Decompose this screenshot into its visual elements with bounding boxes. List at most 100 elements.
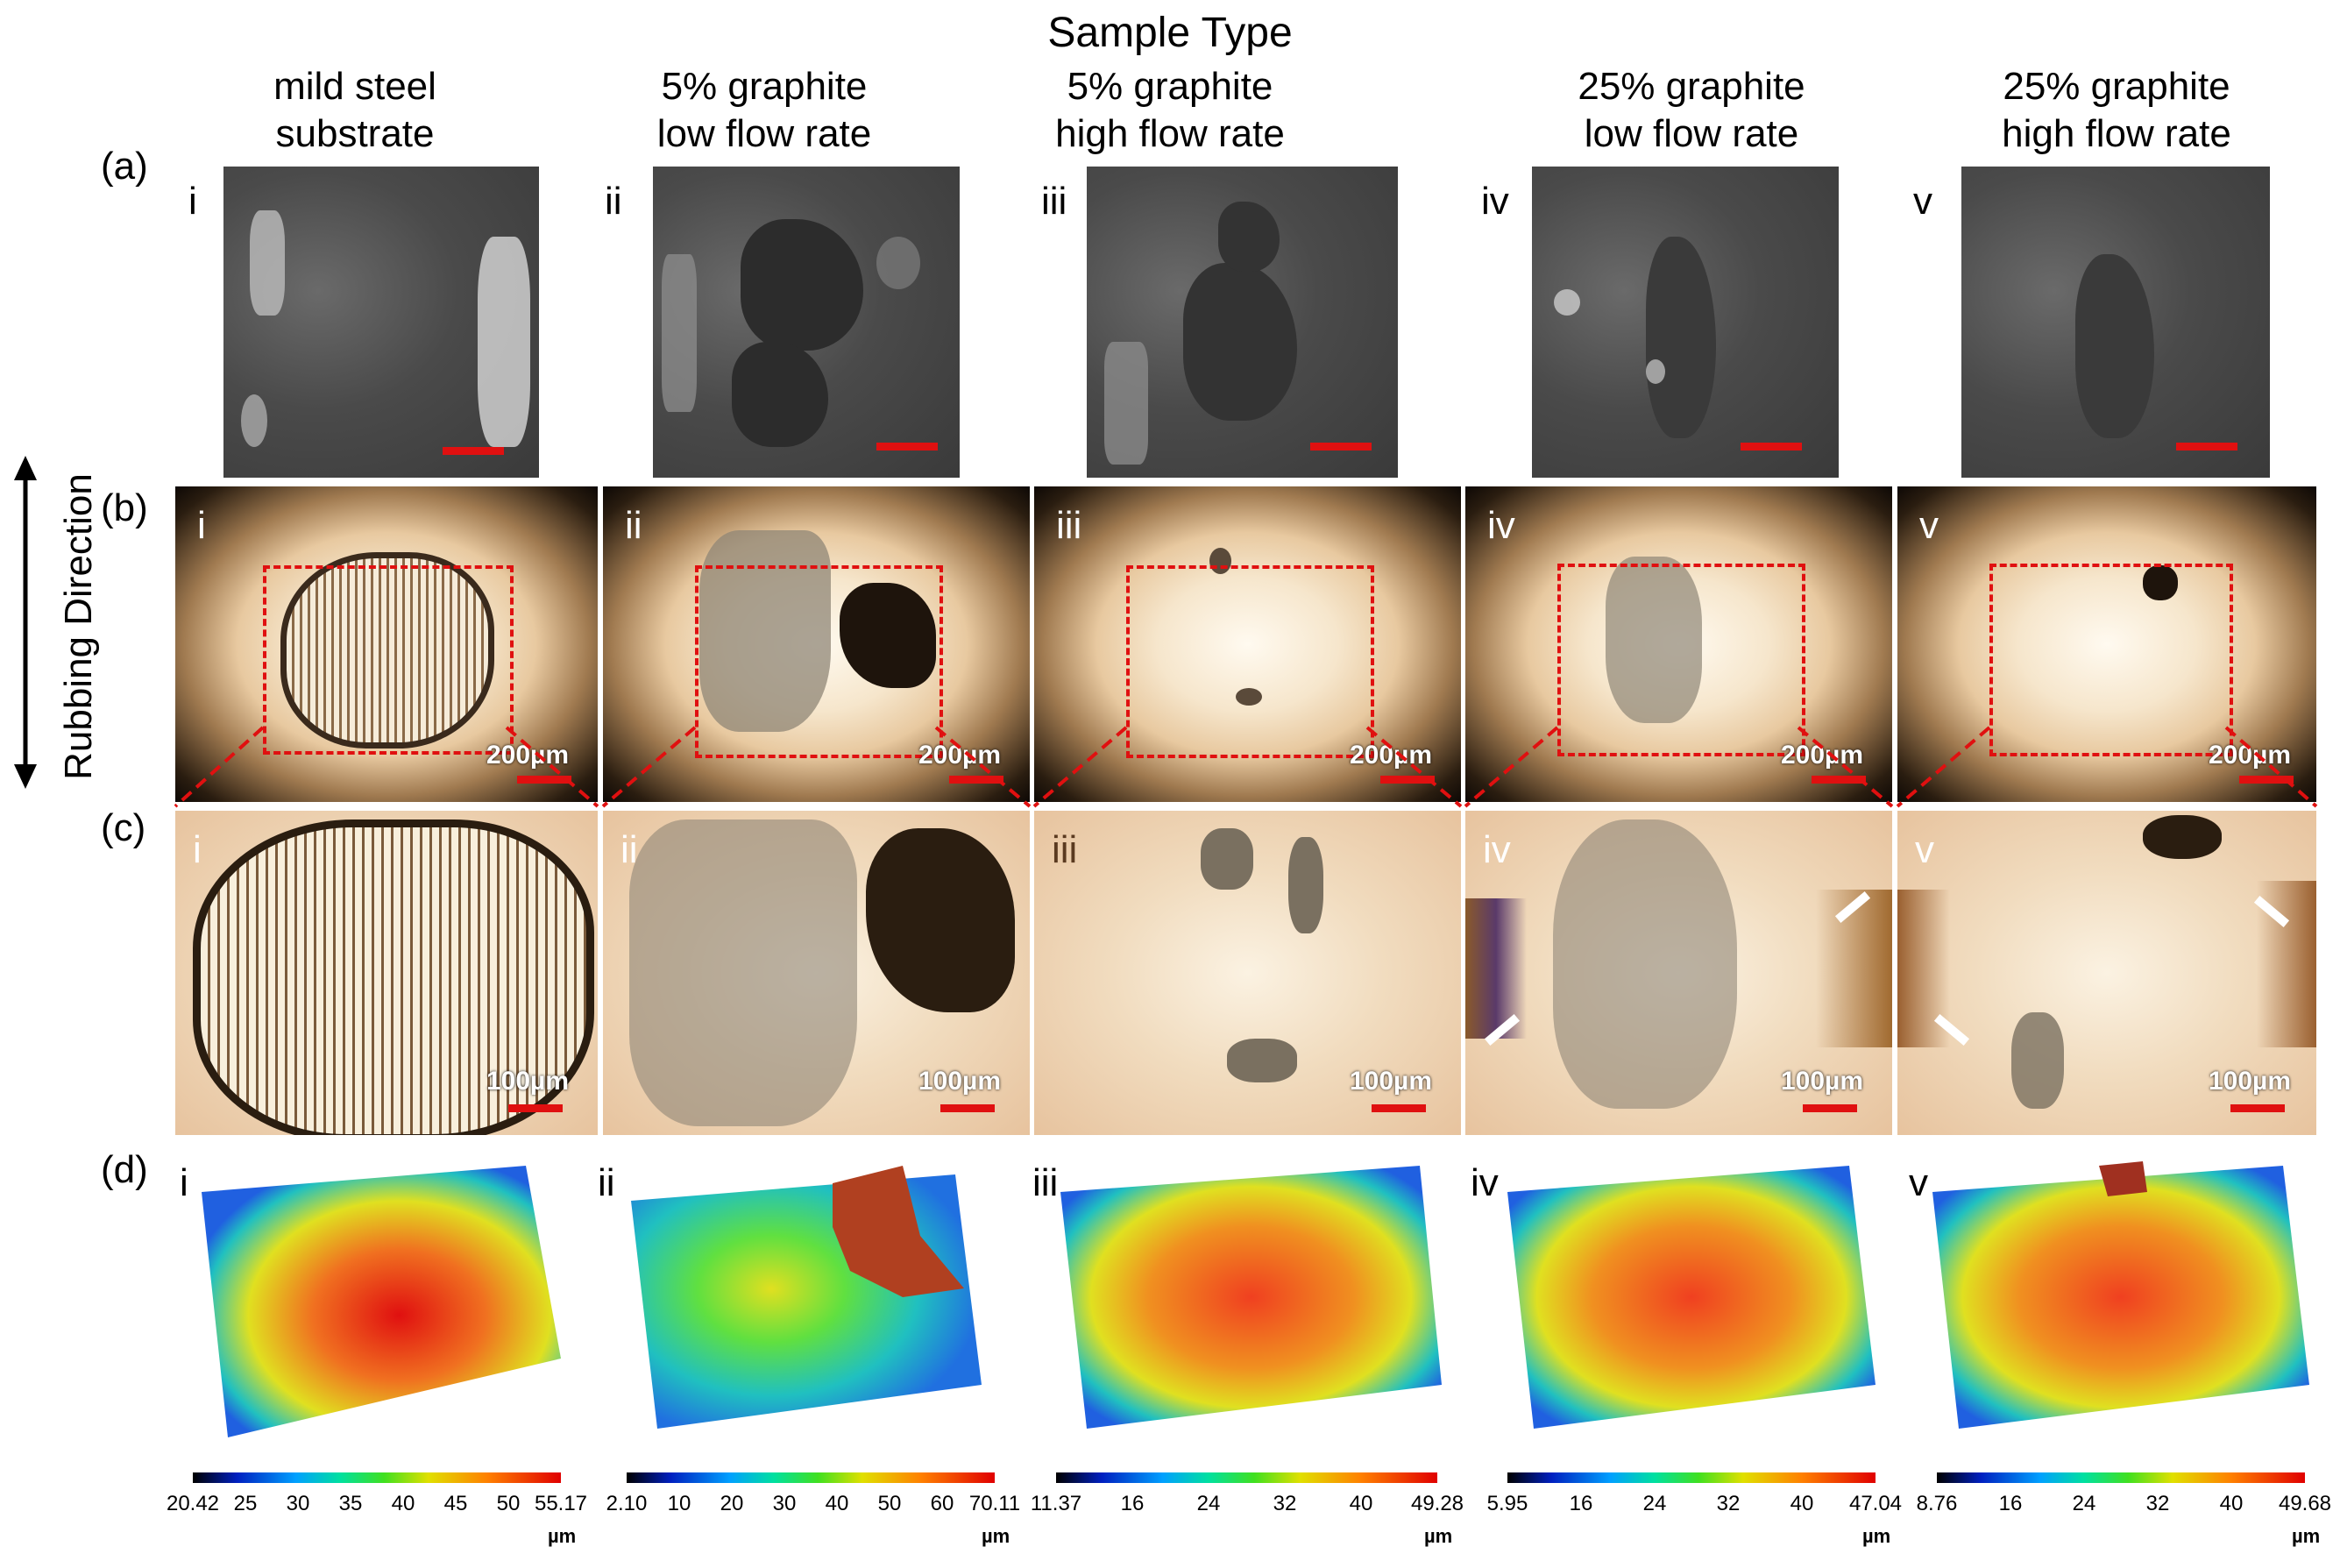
colorbar-tick-label: 35 <box>338 1492 363 1515</box>
colorbar-2 <box>627 1472 995 1483</box>
row-label-a: (a) <box>101 145 148 188</box>
sem-image-5 <box>1961 167 2270 478</box>
colorbar-tick-label: 30 <box>772 1492 797 1515</box>
roman-a-3: iii <box>1041 180 1067 223</box>
scale-bar <box>2239 776 2294 784</box>
colorbar-unit: µm <box>982 1525 1010 1547</box>
scale-bar <box>443 447 504 455</box>
zoom-region <box>1989 564 2233 756</box>
colorbar-tick-label: 24 <box>1642 1492 1667 1515</box>
roman-b-5: v <box>1919 504 1939 547</box>
row-label-c: (c) <box>101 806 146 849</box>
sem-image-4 <box>1532 167 1839 478</box>
row-label-b: (b) <box>101 486 148 529</box>
zoom-region <box>1126 565 1374 758</box>
colorbar-tick-label: 20.42 <box>166 1492 220 1515</box>
colorbar-tick-label: 8.76 <box>1916 1492 1958 1515</box>
colorbar-tick-label: 24 <box>2072 1492 2096 1515</box>
optical-image-1: i 200µm <box>175 486 598 802</box>
roman-d-1: i <box>180 1161 188 1204</box>
colorbar-tick-label: 70.11 <box>968 1492 1021 1515</box>
roman-a-2: ii <box>605 180 622 223</box>
scale-bar <box>1812 776 1866 784</box>
column-heading-3: 5% graphite high flow rate <box>1055 65 1285 155</box>
colorbar-tick-label: 32 <box>1273 1492 1297 1515</box>
scale-label: 100µm <box>918 1067 1002 1096</box>
zoom-region <box>695 565 943 758</box>
height-map-5 <box>1932 1161 2309 1429</box>
colorbar-tick-label: 49.28 <box>1410 1492 1464 1515</box>
rubbing-direction-arrow <box>14 456 37 789</box>
scale-bar <box>508 1104 563 1112</box>
sem-image-3 <box>1087 167 1398 478</box>
roman-c-3: iii <box>1052 828 1078 871</box>
zoom-image-2: ii 100µm <box>603 811 1030 1135</box>
scale-bar <box>517 776 571 784</box>
colorbar-4 <box>1507 1472 1876 1483</box>
scale-bar <box>2230 1104 2285 1112</box>
scale-bar <box>1310 443 1372 451</box>
scale-bar <box>876 443 938 451</box>
roman-b-1: i <box>197 504 206 547</box>
figure-title: Sample Type <box>1047 10 1293 56</box>
colorbar-tick-label: 30 <box>286 1492 310 1515</box>
colorbar-tick-label: 50 <box>877 1492 902 1515</box>
colorbar-unit: µm <box>1424 1525 1453 1547</box>
scale-bar <box>1741 443 1802 451</box>
zoom-image-3: iii 100µm <box>1034 811 1461 1135</box>
zoom-region <box>1557 564 1805 756</box>
roman-c-2: ii <box>620 828 638 871</box>
colorbar-tick-label: 55.17 <box>534 1492 588 1515</box>
sem-image-2 <box>653 167 960 478</box>
scale-bar <box>1803 1104 1857 1112</box>
colorbar-unit: µm <box>548 1525 577 1547</box>
zoom-region <box>263 565 514 755</box>
scale-bar <box>1380 776 1435 784</box>
column-heading-5: 25% graphite high flow rate <box>2002 65 2231 155</box>
roman-d-4: iv <box>1471 1161 1499 1204</box>
column-heading-1: mild steel substrate <box>273 65 436 155</box>
scale-label: 100µm <box>2209 1067 2292 1096</box>
scale-bar <box>2176 443 2237 451</box>
colorbar-tick-label: 25 <box>233 1492 258 1515</box>
optical-image-3: iii 200µm <box>1034 486 1461 802</box>
zoom-image-5: v 100µm <box>1897 811 2316 1135</box>
zoom-image-1: i 100µm <box>175 811 598 1135</box>
height-map-2 <box>631 1166 982 1429</box>
colorbar-tick-label: 40 <box>825 1492 849 1515</box>
colorbar-3 <box>1056 1472 1437 1483</box>
height-map-4 <box>1507 1166 1876 1429</box>
roman-a-5: v <box>1913 180 1932 223</box>
roman-c-5: v <box>1915 828 1934 871</box>
roman-d-5: v <box>1909 1161 1928 1204</box>
scale-bar <box>949 776 1003 784</box>
sem-image-1 <box>223 167 539 478</box>
optical-image-5: v 200µm <box>1897 486 2316 802</box>
roman-b-4: iv <box>1487 504 1515 547</box>
roman-d-2: ii <box>598 1161 615 1204</box>
colorbar-tick-label: 5.95 <box>1486 1492 1528 1515</box>
colorbar-tick-label: 24 <box>1196 1492 1221 1515</box>
colorbar-tick-label: 11.37 <box>1030 1492 1082 1515</box>
roman-d-3: iii <box>1032 1161 1059 1204</box>
scale-bar <box>940 1104 995 1112</box>
roman-a-4: iv <box>1481 180 1509 223</box>
height-map-1 <box>202 1166 561 1437</box>
colorbar-tick-label: 2.10 <box>606 1492 648 1515</box>
scale-label: 200µm <box>2209 741 2292 770</box>
roman-c-4: iv <box>1483 828 1511 871</box>
column-heading-4: 25% graphite low flow rate <box>1578 65 1805 155</box>
colorbar-1 <box>193 1472 561 1483</box>
zoom-image-4: iv 100µm <box>1465 811 1892 1135</box>
scale-bar <box>1372 1104 1426 1112</box>
column-heading-2: 5% graphite low flow rate <box>656 65 872 155</box>
colorbar-tick-label: 47.04 <box>1848 1492 1903 1515</box>
optical-image-4: iv 200µm <box>1465 486 1892 802</box>
colorbar-unit: µm <box>1862 1525 1891 1547</box>
scale-label: 100µm <box>1350 1067 1433 1096</box>
zoom-connector-lines <box>174 726 2318 808</box>
colorbar-tick-label: 60 <box>930 1492 954 1515</box>
roman-b-2: ii <box>625 504 642 547</box>
colorbar-unit: µm <box>2292 1525 2321 1547</box>
roman-b-3: iii <box>1056 504 1082 547</box>
